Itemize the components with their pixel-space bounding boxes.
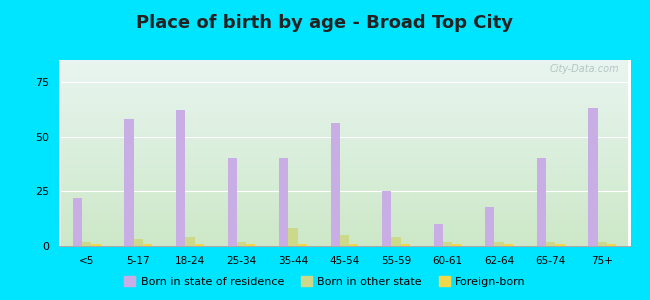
Bar	[434, 224, 443, 246]
Bar	[227, 158, 237, 246]
Bar	[134, 239, 143, 246]
Bar	[237, 242, 246, 246]
Bar	[124, 119, 134, 246]
Bar	[391, 237, 400, 246]
Bar	[340, 235, 349, 246]
Text: Place of birth by age - Broad Top City: Place of birth by age - Broad Top City	[136, 14, 514, 32]
Bar	[588, 108, 597, 246]
Bar	[194, 244, 204, 246]
Bar	[92, 244, 101, 246]
Bar	[452, 244, 462, 246]
Bar	[537, 158, 546, 246]
Bar	[504, 244, 513, 246]
Bar	[73, 198, 82, 246]
Legend: Born in state of residence, Born in other state, Foreign-born: Born in state of residence, Born in othe…	[120, 272, 530, 291]
Bar	[400, 244, 410, 246]
Bar	[495, 242, 504, 246]
Bar	[185, 237, 194, 246]
Bar	[607, 244, 616, 246]
Bar	[176, 110, 185, 246]
Bar	[485, 207, 495, 246]
Bar	[82, 242, 92, 246]
Bar	[597, 242, 607, 246]
Bar	[443, 242, 452, 246]
Bar	[289, 229, 298, 246]
Bar	[246, 244, 255, 246]
Bar	[349, 244, 358, 246]
Bar	[331, 124, 340, 246]
Bar	[143, 244, 152, 246]
Bar	[298, 244, 307, 246]
Bar	[382, 191, 391, 246]
Bar	[279, 158, 289, 246]
Text: City-Data.com: City-Data.com	[549, 64, 619, 74]
Bar	[555, 244, 565, 246]
Bar	[546, 242, 555, 246]
